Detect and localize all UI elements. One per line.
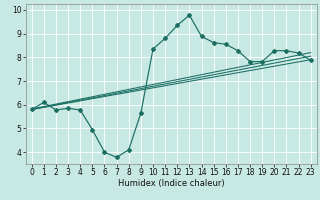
X-axis label: Humidex (Indice chaleur): Humidex (Indice chaleur)	[118, 179, 225, 188]
